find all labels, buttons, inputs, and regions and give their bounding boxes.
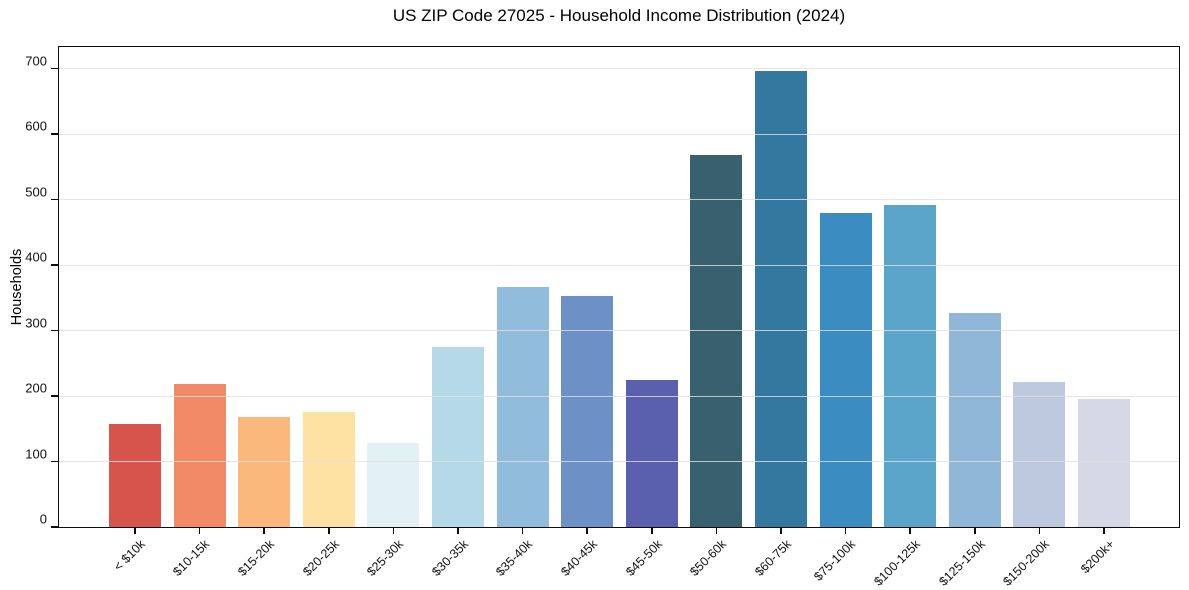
bar [432,346,484,527]
x-tick-label: $200k+ [1077,537,1117,577]
x-tick-mark [134,528,136,534]
x-tick-label: $35-40k [493,537,536,579]
x-tick-label: $25-30k [364,537,407,579]
gridline [59,133,1179,135]
x-tick-label: $45-50k [622,537,665,579]
x-tick-mark [263,528,265,534]
y-tick-label: 0 [39,511,47,527]
y-tick-label: 300 [25,315,47,331]
x-tick-label: $15-20k [235,537,278,579]
x-tick-mark [1038,528,1041,534]
gridline [59,395,1179,397]
x-tick-mark [715,528,718,534]
y-tick-label: 400 [25,249,47,265]
x-tick-mark [328,528,330,534]
x-tick-label: $125-150k [936,537,988,589]
bar [173,383,226,527]
x-tick-mark [1103,528,1105,534]
x-tick-mark [974,528,976,534]
x-tick-label: $30-35k [429,537,471,579]
chart-title: US ZIP Code 27025 - Household Income Dis… [392,6,846,25]
bar [561,295,614,527]
y-tick-mark [51,526,58,528]
x-tick-mark [780,528,782,534]
y-tick-label: 700 [25,53,47,69]
x-tick-label: $60-75k [752,537,794,579]
x-tick-label: $50-60k [687,537,730,579]
gridline [59,264,1179,266]
y-axis-label: Households [9,248,25,326]
x-tick-mark [521,528,524,534]
x-tick-mark [198,528,201,534]
bar [109,424,161,527]
y-tick-mark [51,133,58,135]
bar [1078,399,1130,527]
x-tick-label: $75-100k [811,537,859,584]
x-tick-label: $10-15k [170,537,213,579]
bar [302,412,355,527]
bar [948,312,1001,527]
x-tick-mark [651,528,653,534]
bar [690,155,743,527]
bar [884,205,937,527]
x-tick-mark [844,528,847,534]
x-tick-mark [909,528,911,534]
y-tick-mark [51,67,58,70]
y-tick-mark [51,460,58,463]
y-tick-mark [51,329,58,332]
gridline [59,461,1179,463]
gridline [59,330,1179,332]
bar [238,417,291,527]
x-tick-label: $100-125k [871,537,924,589]
y-tick-mark [51,198,58,201]
bar [755,70,807,527]
x-tick-label: $40-45k [558,537,601,579]
gridline [59,199,1179,201]
x-tick-label: $150-200k [1000,537,1053,589]
bar [819,212,872,527]
gridline [59,68,1179,70]
bar [496,287,549,527]
y-tick-label: 100 [25,446,47,462]
x-tick-label: $20-25k [299,537,342,579]
x-tick-mark [586,528,588,534]
bar [367,442,420,527]
y-tick-mark [51,264,58,266]
x-tick-mark [457,528,459,534]
x-tick-mark [392,528,395,534]
bar [1013,381,1066,527]
y-tick-label: 500 [25,184,47,200]
y-tick-label: 200 [25,380,47,396]
x-tick-label: < $10k [111,537,148,574]
y-tick-label: 600 [25,118,47,134]
bar [625,379,678,527]
plot-area: 0 100 200 300 400 500 600 700 < $10k $10-15k $15-2… [25,46,1180,589]
y-tick-mark [51,395,58,397]
